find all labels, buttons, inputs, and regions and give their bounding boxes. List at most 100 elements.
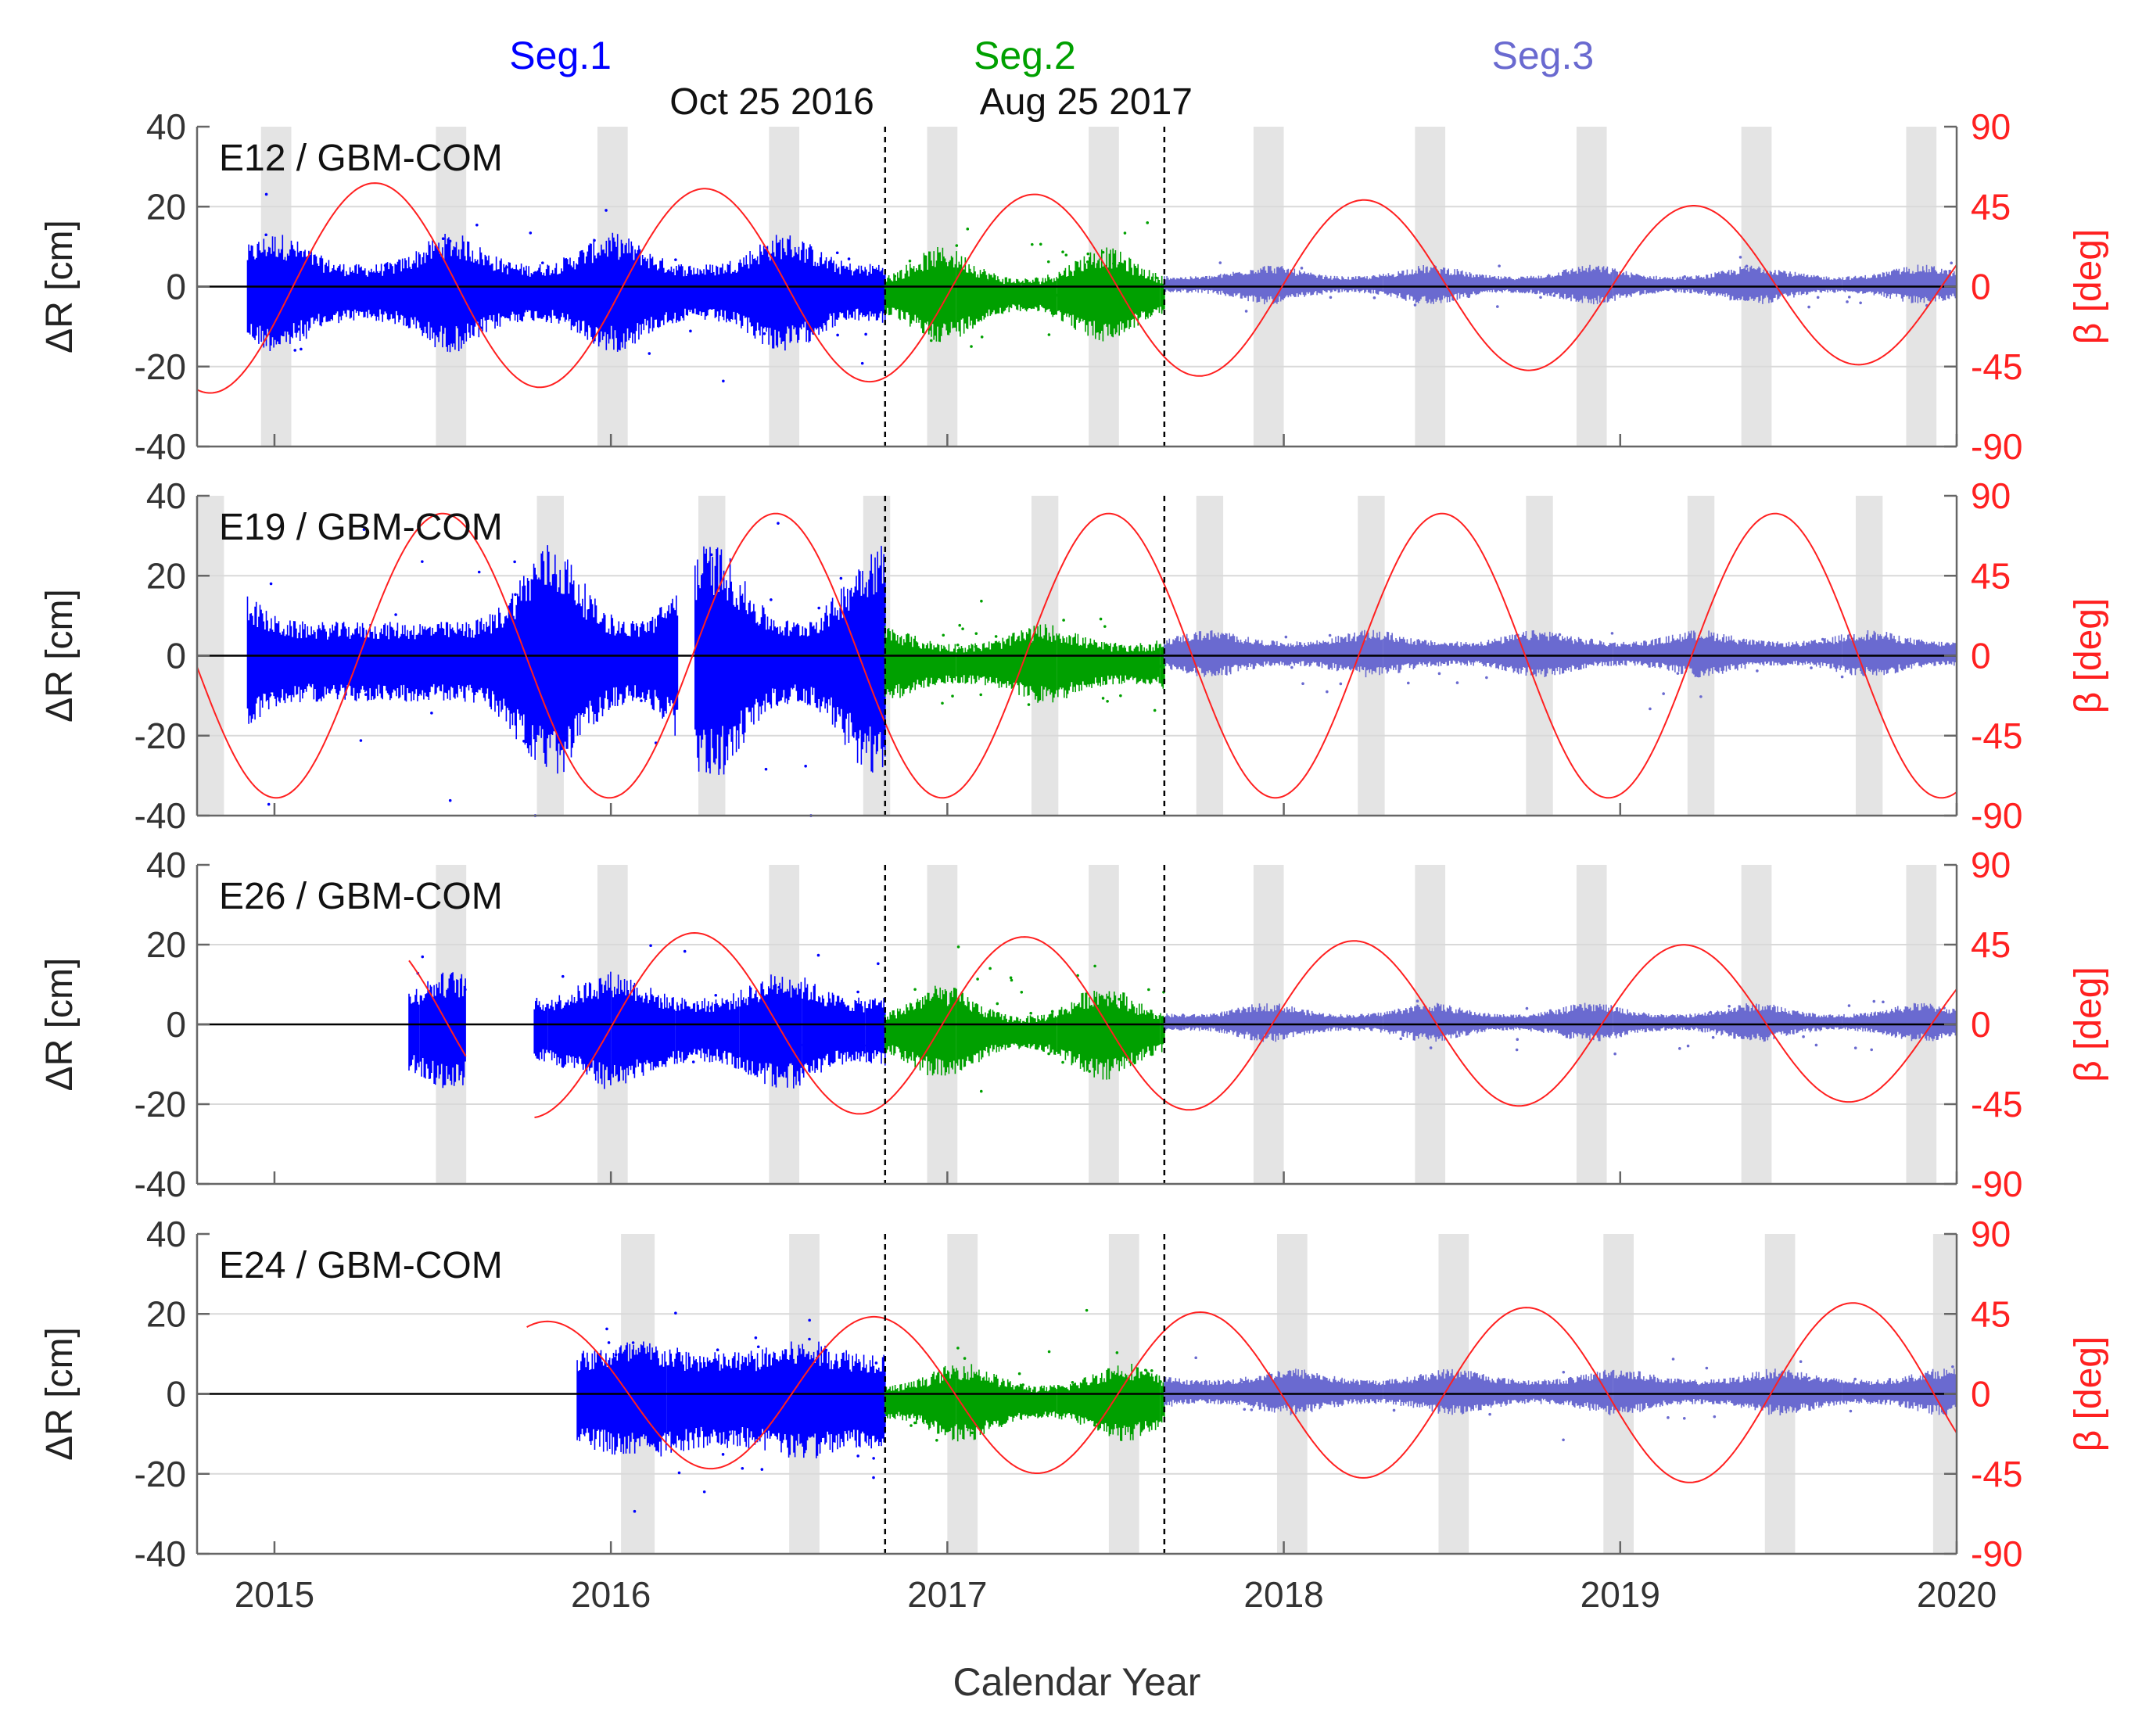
panel-3-outlier-point [1728, 1004, 1731, 1008]
panel-4-y2-tick-label: 0 [1971, 1374, 1991, 1415]
panel-3-outlier-point [816, 953, 820, 957]
panel-4-outlier-point [631, 1341, 635, 1344]
panel-3-outlier-point [777, 985, 780, 989]
panel-4-outlier-point [875, 1400, 878, 1403]
panel-1-outlier-point [1950, 261, 1954, 265]
panel-4-outlier-point [730, 1376, 734, 1379]
panel-4-outlier-point [576, 1413, 580, 1417]
panel-1-y2-tick-label: 45 [1971, 186, 2011, 227]
panel-1-outlier-point [1222, 282, 1225, 285]
panel-4-outlier-point [896, 1400, 900, 1403]
panel-3-outlier-point [1429, 1046, 1433, 1049]
panel-2-y2-tick-label: 0 [1971, 636, 1991, 676]
panel-4-outlier-point [953, 1375, 957, 1379]
panel-4-outlier-point [1047, 1350, 1051, 1354]
panel-4-outlier-point [607, 1341, 611, 1344]
panel-1-outlier-point [1226, 291, 1230, 295]
panel-2-outlier-point [979, 693, 983, 697]
panel-3-outlier-point [629, 1041, 633, 1045]
panel-4-outlier-point [1488, 1412, 1491, 1416]
panel-1-outlier-point [895, 290, 899, 294]
panel-4-outlier-point [633, 1509, 637, 1513]
panel-1-y-tick-label: -40 [135, 426, 186, 467]
panel-2-outlier-point [777, 522, 780, 525]
panel-2-outlier-point [941, 701, 944, 705]
panel-2-outlier-point [430, 712, 433, 715]
panel-4-beta-curve [526, 1302, 1957, 1483]
panel-4-outlier-point [824, 1348, 828, 1352]
panel-1-outlier-point [827, 303, 831, 307]
panel-1-y2-tick-label: 0 [1971, 267, 1991, 307]
panel-1-outlier-point [908, 259, 912, 263]
panel-3-outlier-point [968, 1010, 971, 1013]
panel-2-outlier-point [916, 651, 919, 655]
panel-2-outlier-point [269, 582, 273, 586]
panel-2-outlier-point [364, 693, 368, 697]
panel-4-outlier-point [1243, 1408, 1247, 1411]
panel-2-outlier-point [1558, 633, 1562, 637]
panel-1-outlier-point [674, 258, 677, 261]
panel-3-outlier-point [594, 1003, 598, 1006]
panel-2-outlier-point [809, 636, 813, 639]
panel-1-outlier-point [1738, 256, 1742, 259]
panel-3-outlier-point [1711, 1035, 1715, 1039]
panel-1-outlier-point [893, 274, 897, 278]
panel-3-outlier-point [1515, 1048, 1519, 1052]
panel-4-outlier-point [614, 1353, 618, 1357]
panel-1-outlier-point [528, 282, 532, 286]
x-axis-label: Calendar Year [953, 1660, 1201, 1704]
panel-3-outlier-point [1814, 1043, 1818, 1047]
panel-1-outlier-point [970, 345, 973, 348]
panel-3-y-tick-label: 40 [146, 845, 186, 885]
panel-3-outlier-point [1047, 1052, 1050, 1056]
panel-4-outlier-point [584, 1375, 587, 1379]
panel-2-outlier-point [770, 598, 773, 601]
panel-1-outlier-point [966, 228, 970, 231]
panel-2-outlier-point [1153, 708, 1157, 712]
panel-3-outlier-point [1024, 1032, 1027, 1036]
panel-3-outlier-point [1388, 1028, 1391, 1031]
panel-4-outlier-point [856, 1454, 859, 1458]
panel-1-outlier-point [1218, 261, 1222, 264]
panel-3-y2-axis-label: β [deg] [2068, 967, 2109, 1082]
panel-3-outlier-point [1913, 1020, 1916, 1024]
panel-4-outlier-point [782, 1410, 786, 1414]
panel-1-series-seg1 [246, 232, 886, 353]
panel-2-outlier-point [839, 576, 843, 580]
panel-4-outlier-point [841, 1419, 845, 1423]
panel-1-outlier-point [1061, 250, 1064, 254]
panel-4-outlier-point [1705, 1366, 1709, 1370]
panel-2-outlier-point [468, 629, 472, 633]
panel-4-outlier-point [1944, 1398, 1948, 1402]
panel-3-outlier-point [1029, 1011, 1032, 1015]
panel-1-outlier-point [762, 332, 766, 335]
panel-1-outlier-point [1307, 282, 1311, 285]
panel-2-outlier-point [1290, 665, 1293, 669]
panel-2-outlier-point [268, 693, 272, 697]
panel-2-outlier-point [933, 664, 937, 668]
panel-3-outlier-point [747, 1032, 751, 1036]
panel-4-y-tick-label: -40 [135, 1533, 186, 1574]
panel-2-outlier-point [892, 670, 895, 673]
panel-3-outlier-point [877, 962, 880, 966]
panel-3-outlier-point [1062, 1020, 1065, 1024]
panel-1-outlier-point [1400, 274, 1404, 278]
panel-2-outlier-point [1840, 675, 1844, 679]
panel-4-outlier-point [781, 1387, 785, 1390]
panel-3-outlier-point [1181, 1013, 1185, 1017]
panel-1-outlier-point [1086, 252, 1090, 256]
panel-1-outlier-point [1020, 282, 1024, 285]
panel-3-outlier-point [649, 944, 652, 948]
panel-1-outlier-point [1244, 310, 1248, 313]
panel-1-outlier-point [1154, 276, 1158, 280]
panel-2-outlier-point [974, 632, 978, 635]
segment-label-2: Seg.2 [974, 34, 1076, 77]
panel-3-outlier-point [1220, 1028, 1223, 1031]
panel-2-outlier-point [1437, 672, 1441, 676]
panel-2-y-tick-label: 20 [146, 555, 186, 596]
panel-3-outlier-point [1189, 1016, 1193, 1020]
axes-layer [196, 125, 1958, 1555]
panel-1-outlier-point [859, 302, 863, 306]
panel-1-outlier-point [1030, 242, 1034, 246]
